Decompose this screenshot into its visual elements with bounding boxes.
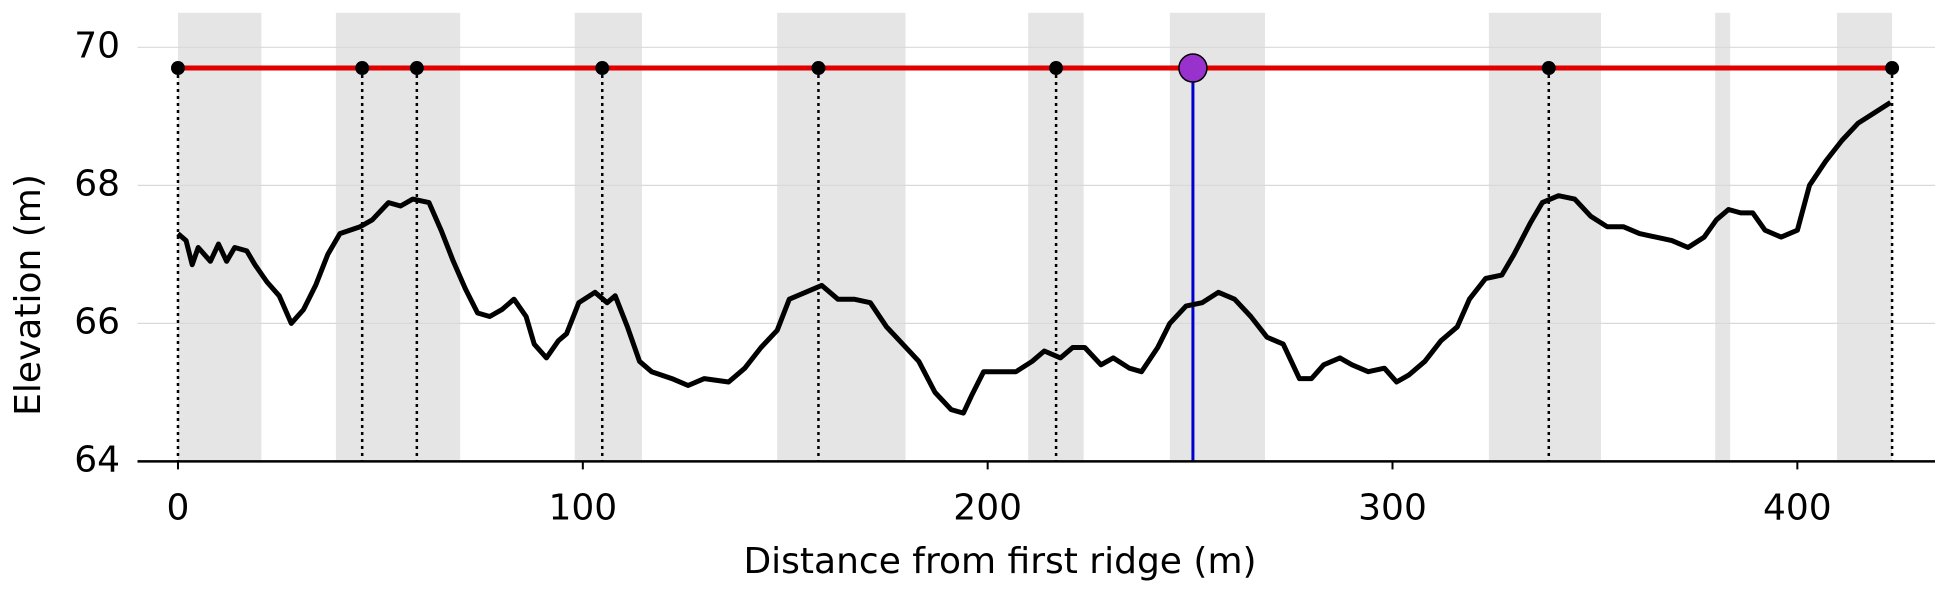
shaded-span: [574, 12, 642, 462]
ridge-marker: [1885, 61, 1900, 76]
y-tick-label: 68: [74, 163, 120, 204]
y-tick-label: 70: [74, 25, 120, 66]
x-tick-label: 300: [1358, 487, 1427, 528]
y-axis-label: Elevation (m): [8, 174, 49, 416]
ridge-marker: [1049, 61, 1064, 76]
ridge-marker: [595, 61, 610, 76]
shaded-span: [1715, 12, 1731, 462]
shaded-span: [335, 12, 461, 462]
x-tick-label: 100: [548, 487, 617, 528]
x-axis-label: Distance from first ridge (m): [743, 541, 1256, 582]
y-tick-label: 64: [74, 439, 120, 480]
x-tick-label: 0: [167, 487, 190, 528]
shaded-span: [777, 12, 906, 462]
ridge-marker: [1541, 61, 1556, 76]
elevation-line: [176, 100, 1892, 416]
ridge-marker: [409, 61, 424, 76]
ridge-marker: [355, 61, 370, 76]
x-tick-label: 400: [1763, 487, 1832, 528]
shaded-span: [1488, 12, 1602, 462]
highlight-marker: [1178, 53, 1208, 83]
ridge-marker: [170, 61, 185, 76]
shaded-span: [1837, 12, 1893, 462]
x-tick-label: 200: [953, 487, 1022, 528]
ridge-marker: [811, 61, 826, 76]
shaded-span: [177, 12, 262, 462]
y-tick-label: 66: [74, 301, 120, 342]
shaded-span: [1169, 12, 1265, 462]
